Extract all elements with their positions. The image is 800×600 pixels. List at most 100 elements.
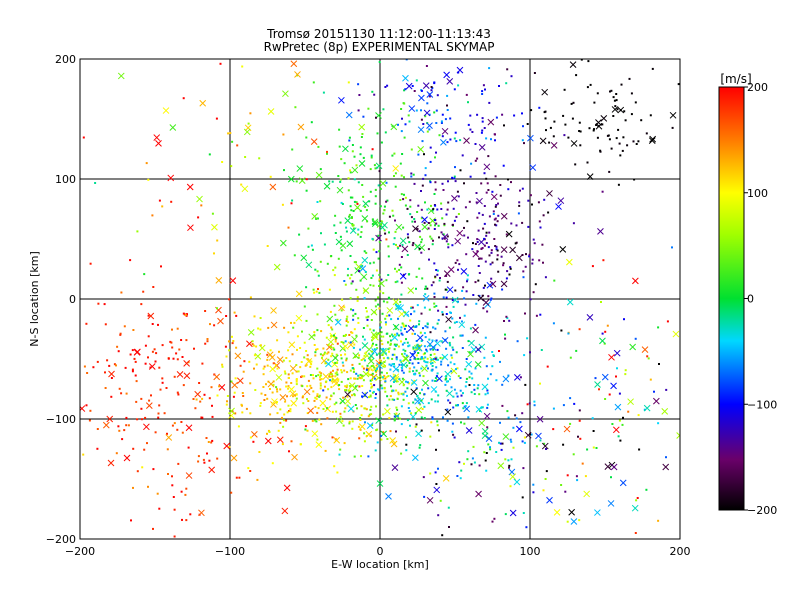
data-point-dot <box>338 453 341 456</box>
data-point-dot <box>448 326 451 329</box>
data-point-dot <box>428 95 431 98</box>
data-point-x <box>280 239 287 247</box>
data-point-dot <box>417 345 420 348</box>
data-point-x <box>187 224 194 232</box>
data-point-dot <box>304 425 307 428</box>
data-point-dot <box>187 446 190 449</box>
data-point-dot <box>634 337 637 340</box>
data-point-x <box>228 407 235 415</box>
data-point-dot <box>404 196 407 199</box>
data-point-dot <box>434 471 437 474</box>
data-point-dot <box>658 363 660 365</box>
data-point-dot <box>203 461 206 464</box>
data-point-dot <box>204 342 207 345</box>
data-point-dot <box>539 226 542 229</box>
data-point-x <box>380 349 388 356</box>
data-point-x <box>348 382 356 389</box>
data-point-x <box>426 340 434 348</box>
data-point-dot <box>309 365 312 368</box>
data-point-x <box>211 223 218 231</box>
data-point-x <box>400 361 408 369</box>
data-point-x <box>451 296 459 304</box>
data-point-x <box>502 375 510 383</box>
data-point-dot <box>329 379 331 382</box>
data-point-dot <box>331 436 334 439</box>
data-point-dot <box>337 175 340 177</box>
data-point-dot <box>327 351 330 354</box>
data-point-dot <box>408 382 410 385</box>
data-point-dot <box>408 410 411 413</box>
data-point-x <box>401 245 409 253</box>
y-tick-label: 0 <box>69 293 76 306</box>
data-point-dot <box>483 244 486 247</box>
data-point-dot <box>394 327 397 330</box>
data-point-dot <box>417 153 420 156</box>
data-point-x <box>451 195 458 202</box>
data-point-dot <box>497 202 499 205</box>
data-point-dot <box>459 316 461 319</box>
data-point-x <box>505 230 513 238</box>
data-point-dot <box>206 338 209 340</box>
data-point-dot <box>395 412 398 415</box>
data-point-dot <box>218 385 221 388</box>
data-point-dot <box>433 305 436 308</box>
data-point-dot <box>359 417 362 419</box>
data-point-dot <box>82 453 85 456</box>
data-point-dot <box>319 168 322 171</box>
data-point-dot <box>375 269 378 272</box>
data-point-dot <box>158 199 161 202</box>
data-point-dot <box>453 363 456 366</box>
data-point-dot <box>474 281 477 284</box>
data-point-dot <box>393 333 396 336</box>
data-point-x <box>361 215 369 222</box>
data-point-dot <box>326 352 329 355</box>
data-point-dot <box>446 94 449 97</box>
data-point-dot <box>155 352 158 355</box>
data-point-dot <box>360 225 363 228</box>
data-point-dot <box>464 206 467 209</box>
data-point-dot <box>371 237 374 240</box>
data-point-dot <box>194 407 197 410</box>
data-point-x <box>247 329 255 336</box>
data-point-dot <box>592 446 595 449</box>
data-point-dot <box>586 448 589 451</box>
data-point-dot <box>269 413 272 416</box>
data-point-x <box>513 374 521 381</box>
data-point-dot <box>474 323 477 326</box>
data-point-dot <box>419 235 422 238</box>
data-point-dot <box>452 336 455 339</box>
data-point-dot <box>276 390 279 393</box>
data-point-dot <box>353 393 356 396</box>
data-point-dot <box>317 407 320 410</box>
data-point-dot <box>476 157 479 160</box>
data-point-x <box>610 463 618 471</box>
data-point-dot <box>468 384 471 386</box>
data-point-dot <box>514 242 517 245</box>
data-point-dot <box>480 131 483 134</box>
data-point-dot <box>636 497 639 499</box>
data-point-dot <box>413 182 416 185</box>
data-point-dot <box>649 378 652 381</box>
data-point-dot <box>481 90 484 93</box>
data-point-dot <box>460 394 463 397</box>
data-point-dot <box>608 393 611 396</box>
data-point-dot <box>510 181 512 184</box>
data-point-dot <box>232 395 235 398</box>
data-point-dot <box>434 275 437 278</box>
data-point-dot <box>435 222 438 225</box>
data-point-dot <box>615 137 618 140</box>
data-point-dot <box>359 279 362 282</box>
data-point-dot <box>635 499 638 502</box>
data-point-dot <box>286 411 289 414</box>
data-point-dot <box>314 351 317 354</box>
data-point-dot <box>572 453 575 456</box>
data-point-dot <box>466 458 469 461</box>
data-point-x <box>289 390 297 398</box>
x-axis-ticks: −200 −100 0 100 200 <box>65 533 691 558</box>
x-tick-label: −100 <box>215 545 245 558</box>
data-point-dot <box>363 338 366 341</box>
data-point-dot <box>325 336 328 339</box>
data-point-dot <box>542 261 544 264</box>
data-point-x <box>539 137 547 145</box>
data-point-dot <box>428 258 430 261</box>
